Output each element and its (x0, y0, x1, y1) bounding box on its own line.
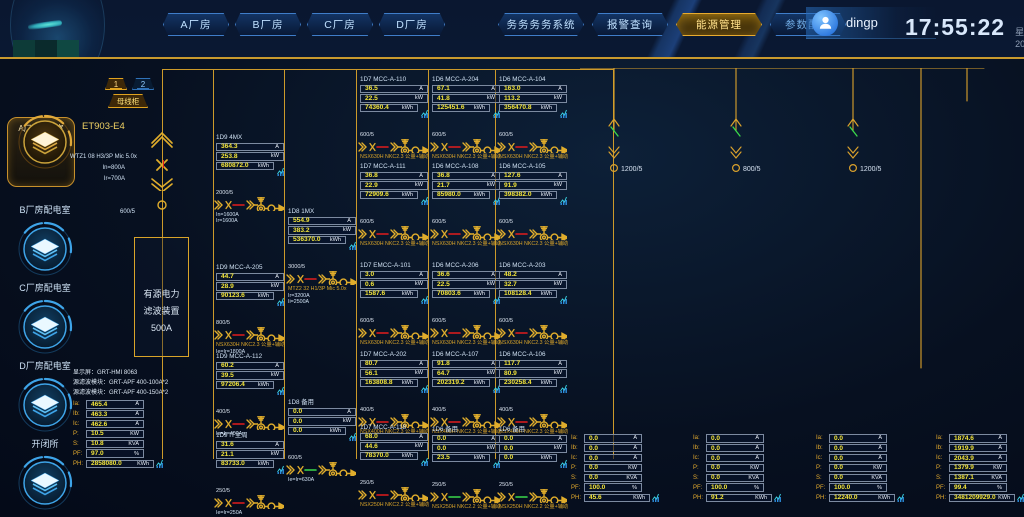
svg-text:1200/5: 1200/5 (621, 166, 643, 173)
svg-text:800/5: 800/5 (743, 166, 761, 173)
svg-text:1200/5: 1200/5 (860, 166, 882, 173)
